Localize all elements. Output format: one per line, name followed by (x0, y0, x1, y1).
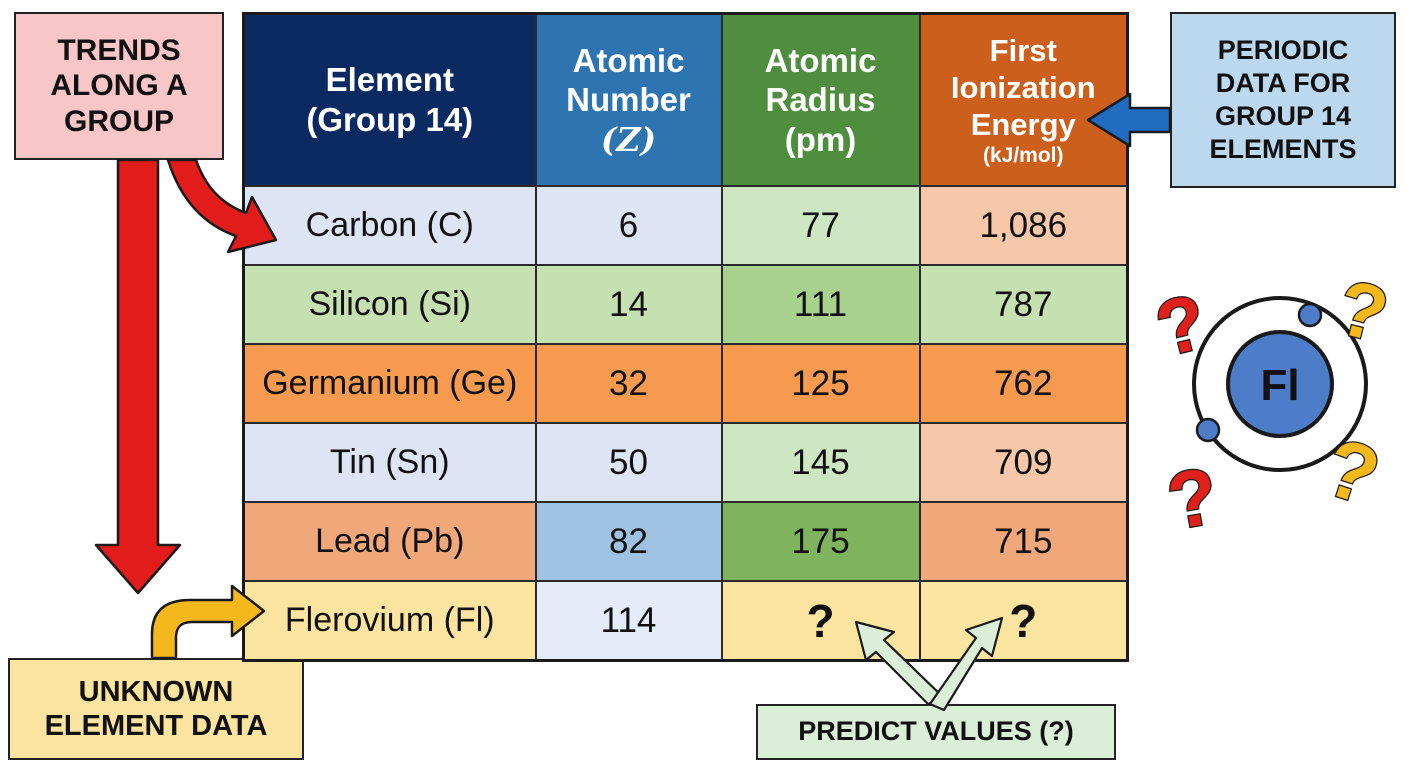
header-radius-line-2: Radius (765, 81, 876, 119)
predict-values-callout: PREDICT VALUES (?) (756, 704, 1116, 760)
periodic-line-1: PERIODIC (1217, 35, 1349, 66)
header-radius-line-3: (pm) (784, 120, 857, 158)
cell-atomic-number: 14 (534, 264, 723, 345)
cell-atomic-radius: 125 (720, 343, 921, 424)
periodic-pointer-arrow (1086, 92, 1172, 148)
table-header-row: Element (Group 14) Atomic Number (Z) Ato… (242, 12, 1129, 187)
cell-atomic-number: 32 (534, 343, 723, 424)
periodic-data-callout: PERIODIC DATA FOR GROUP 14 ELEMENTS (1170, 12, 1396, 188)
predict-arrow-left (854, 620, 946, 706)
table-row: Tin (Sn) 50 145 709 (242, 422, 1129, 503)
cell-atomic-number: 50 (534, 422, 723, 503)
cell-ionization-energy-unknown: ? (918, 580, 1129, 662)
cell-atomic-number: 6 (534, 185, 723, 266)
predict-label: PREDICT VALUES (?) (798, 716, 1074, 747)
cell-ionization-energy: 787 (918, 264, 1129, 345)
cell-ionization-energy: 709 (918, 422, 1129, 503)
trends-callout: TRENDS ALONG A GROUP (14, 12, 224, 160)
atom-symbol: Fl (1260, 361, 1299, 410)
cell-ionization-energy: 715 (918, 501, 1129, 582)
table-row: Germanium (Ge) 32 125 762 (242, 343, 1129, 424)
table-row: Lead (Pb) 82 175 715 (242, 501, 1129, 582)
cell-atomic-radius: 175 (720, 501, 921, 582)
header-element-line-2: (Group 14) (306, 101, 474, 138)
periodic-line-3: GROUP 14 (1214, 101, 1352, 131)
cell-atomic-radius: 111 (720, 264, 921, 345)
cell-element: Carbon (C) (242, 185, 537, 266)
table-row: Silicon (Si) 14 111 787 (242, 264, 1129, 345)
unknown-line-2: ELEMENT DATA (44, 710, 268, 742)
cell-atomic-radius: 145 (720, 422, 921, 503)
group14-data-table: Element (Group 14) Atomic Number (Z) Ato… (242, 12, 1129, 662)
cell-ionization-energy: 1,086 (918, 185, 1129, 266)
header-atomic-number: Atomic Number (Z) (534, 12, 723, 187)
periodic-line-4: ELEMENTS (1209, 133, 1357, 164)
header-number-line-1: Atomic (572, 41, 685, 79)
trends-line-1: TRENDS (57, 33, 181, 67)
electron-dot (1195, 417, 1221, 443)
unknown-element-callout: UNKNOWN ELEMENT DATA (8, 658, 304, 760)
cell-atomic-number: 114 (534, 580, 723, 662)
cell-element: Tin (Sn) (242, 422, 537, 503)
header-number-line-3: (Z) (600, 119, 657, 159)
cell-element: Germanium (Ge) (242, 343, 537, 424)
electron-dot (1297, 302, 1323, 328)
header-element: Element (Group 14) (242, 12, 537, 187)
header-atomic-radius: Atomic Radius (pm) (720, 12, 921, 187)
down-trend-arrow (94, 158, 182, 595)
cell-atomic-number: 82 (534, 501, 723, 582)
header-ionization-energy: First Ionization Energy (kJ/mol) (918, 12, 1129, 187)
question-mark-icon: ? (1329, 262, 1397, 359)
header-ion-line-2: Ionization (950, 69, 1096, 105)
header-ion-line-1: First (989, 32, 1057, 68)
header-radius-line-1: Atomic (764, 41, 877, 79)
header-ion-line-3: Energy (970, 107, 1076, 142)
cell-element: Lead (Pb) (242, 501, 537, 582)
table-row: Carbon (C) 6 77 1,086 (242, 185, 1129, 266)
cell-atomic-radius: 77 (720, 185, 921, 266)
trends-line-2: ALONG A (50, 69, 188, 103)
periodic-line-2: DATA FOR (1215, 68, 1351, 99)
header-ion-unit: (kJ/mol) (982, 144, 1064, 168)
unknown-line-1: UNKNOWN (78, 675, 234, 708)
cell-element: Silicon (Si) (242, 264, 537, 345)
trends-line-3: GROUP (63, 104, 174, 138)
question-mark-icon: ? (1161, 450, 1225, 546)
header-number-line-2: Number (566, 81, 691, 119)
atom-nucleus (1226, 330, 1334, 438)
carbon-pointer-arrow (166, 158, 278, 254)
question-mark-icon: ? (1147, 276, 1215, 373)
flerovium-pointer-arrow (150, 584, 266, 660)
predict-arrow-right (928, 616, 1004, 712)
header-element-line-1: Element (325, 61, 454, 99)
flerovium-atom-icon: Fl (1192, 296, 1368, 472)
cell-ionization-energy: 762 (918, 343, 1129, 424)
